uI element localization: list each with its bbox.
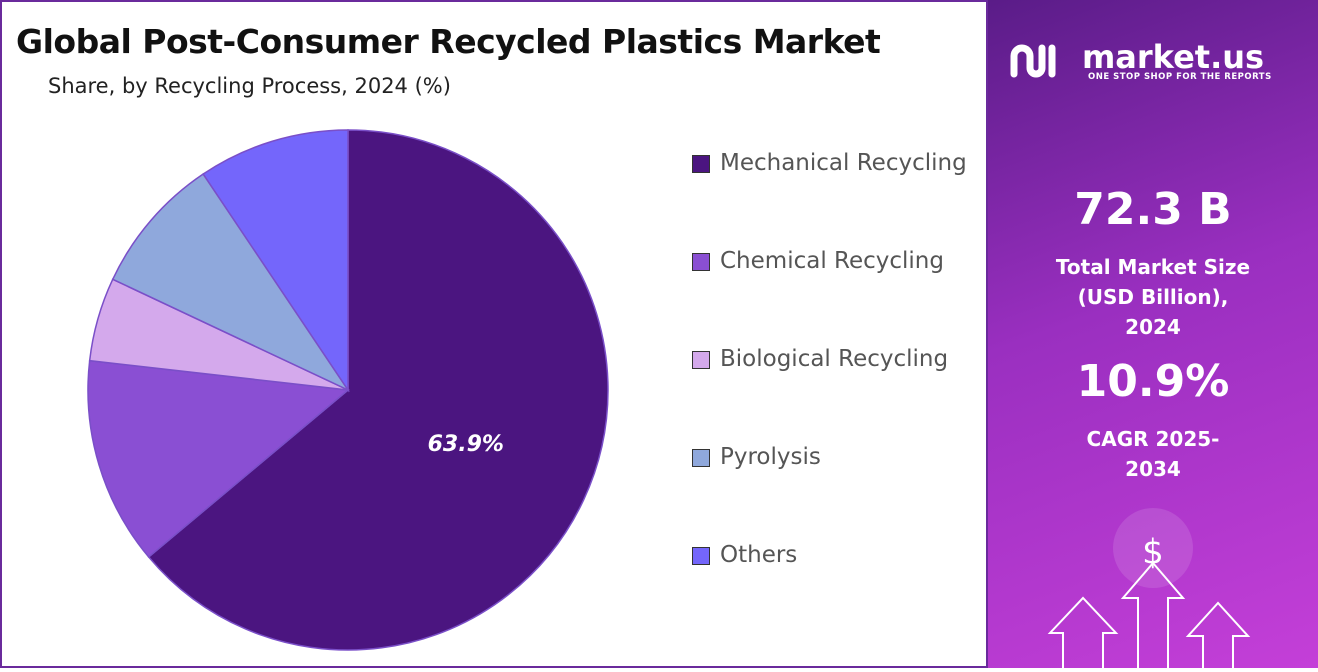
decor-arrows: $ (1047, 508, 1251, 668)
cagr: 10.9% (1076, 356, 1230, 407)
brand: market.us (1081, 38, 1265, 76)
legend-item: Chemical Recycling (692, 242, 944, 280)
pie-slice (87, 359, 350, 559)
legend-item: Mechanical Recycling (692, 144, 967, 182)
legend-item: Pyrolysis (692, 438, 821, 476)
legend-swatch (692, 449, 710, 467)
pie-slice (111, 173, 351, 392)
tagline: ONE STOP SHOP FOR THE REPORTS (1088, 72, 1272, 82)
pie-slice (202, 129, 349, 393)
market-size: 72.3 B (1074, 184, 1232, 235)
market-size-label: Total Market Size (USD Billion), 2024 (1055, 255, 1251, 339)
sidebar: market.us ONE STOP SHOP FOR THE REPORTS … (988, 0, 1318, 668)
chart-title: Global Post-Consumer Recycled Plastics M… (16, 22, 881, 61)
legend-swatch (692, 547, 710, 565)
svg-text:$: $ (1142, 533, 1164, 573)
chart-subtitle: Share, by Recycling Process, 2024 (%) (48, 74, 451, 98)
legend-item: Others (692, 536, 797, 574)
legend-swatch (692, 155, 710, 173)
legend-label: Chemical Recycling (720, 248, 944, 274)
cagr-label: CAGR 2025-2034 (1086, 427, 1220, 481)
data-label: 63.9% (428, 432, 504, 457)
logo-icon (1010, 44, 1056, 78)
legend-label: Others (720, 542, 798, 568)
chart-panel: Global Post-Consumer Recycled Plastics M… (0, 0, 988, 668)
legend-label: Mechanical Recycling (720, 150, 967, 176)
legend-swatch (692, 351, 710, 369)
pie-chart: 63.9% (87, 129, 609, 651)
pie-slice (147, 129, 609, 651)
legend-item: Biological Recycling (692, 340, 948, 378)
legend-swatch (692, 253, 710, 271)
legend-label: Pyrolysis (720, 444, 821, 470)
legend-label: Biological Recycling (720, 346, 949, 372)
